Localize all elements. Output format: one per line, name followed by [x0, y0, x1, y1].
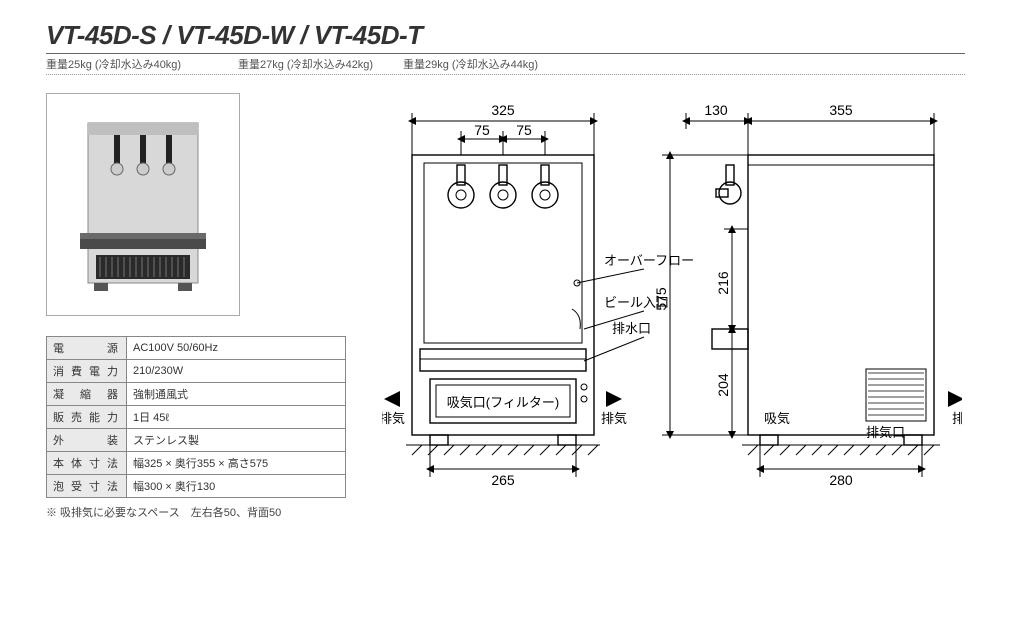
label-exhaust-side: 排気: [952, 411, 962, 426]
label-drain: 排水口: [612, 321, 651, 336]
spec-label: 電 源: [47, 337, 127, 360]
spec-label: 泡受寸法: [47, 475, 127, 498]
dim-front-bottom: 265: [491, 472, 515, 488]
technical-drawings: 325 75 75: [382, 93, 965, 513]
table-row: 泡受寸法幅300 × 奥行130: [47, 475, 346, 498]
label-exhaust-out: 排気口: [866, 425, 905, 440]
table-row: 電 源AC100V 50/60Hz: [47, 337, 346, 360]
dim-side-130: 130: [704, 102, 728, 118]
dim-front-75r: 75: [516, 122, 532, 138]
spec-value: 幅300 × 奥行130: [127, 475, 346, 498]
dim-side-204: 204: [715, 373, 731, 397]
spec-value: 1日 45ℓ: [127, 406, 346, 429]
weight-t: 重量29kg (冷却水込み44kg): [403, 56, 538, 72]
spec-value: 210/230W: [127, 360, 346, 383]
spec-label: 消費電力: [47, 360, 127, 383]
spec-value: ステンレス製: [127, 429, 346, 452]
weight-s: 重量25kg (冷却水込み40kg): [46, 56, 238, 72]
spec-value: 幅325 × 奥行355 × 高さ575: [127, 452, 346, 475]
spec-label: 販売能力: [47, 406, 127, 429]
product-title: VT-45D-S / VT-45D-W / VT-45D-T: [46, 20, 965, 54]
label-intake: 吸気: [764, 411, 790, 426]
dim-side-355: 355: [829, 102, 853, 118]
dim-side-280: 280: [829, 472, 853, 488]
label-intake-filter: 吸気口(フィルター): [447, 395, 559, 410]
table-row: 外 装ステンレス製: [47, 429, 346, 452]
spec-label: 本体寸法: [47, 452, 127, 475]
spec-table: 電 源AC100V 50/60Hz 消費電力210/230W 凝 縮 器強制通風…: [46, 336, 346, 498]
dim-side-216: 216: [715, 271, 731, 295]
label-exhaust-r: 排気: [601, 411, 627, 426]
spacing-note: ※ 吸排気に必要なスペース 左右各50、背面50: [46, 504, 354, 520]
product-photo: [46, 93, 240, 316]
table-row: 販売能力1日 45ℓ: [47, 406, 346, 429]
dim-front-top: 325: [491, 102, 515, 118]
spec-label: 凝 縮 器: [47, 383, 127, 406]
table-row: 消費電力210/230W: [47, 360, 346, 383]
label-exhaust-l: 排気: [382, 411, 405, 426]
table-row: 凝 縮 器強制通風式: [47, 383, 346, 406]
weight-w: 重量27kg (冷却水込み42kg): [238, 56, 403, 72]
table-row: 本体寸法幅325 × 奥行355 × 高さ575: [47, 452, 346, 475]
weight-row: 重量25kg (冷却水込み40kg) 重量27kg (冷却水込み42kg) 重量…: [46, 56, 965, 75]
dim-front-75l: 75: [474, 122, 490, 138]
spec-value: AC100V 50/60Hz: [127, 337, 346, 360]
dim-side-575: 575: [653, 287, 669, 311]
spec-label: 外 装: [47, 429, 127, 452]
spec-value: 強制通風式: [127, 383, 346, 406]
dispenser-icon: [58, 105, 228, 305]
label-overflow: オーバーフロー: [604, 253, 694, 268]
